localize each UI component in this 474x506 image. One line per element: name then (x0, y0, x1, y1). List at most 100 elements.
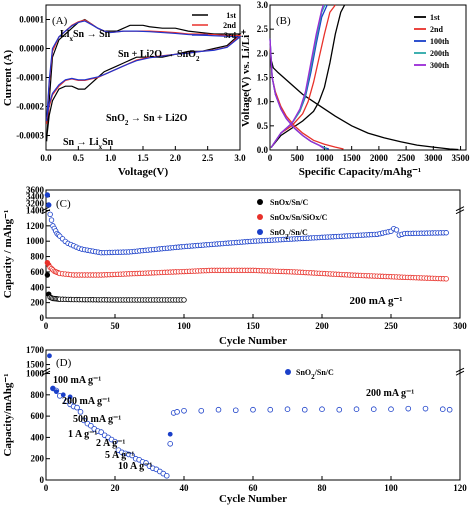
panel-c-ytick-label: 800 (31, 252, 45, 262)
panel-d-xlabel: Cycle Number (219, 493, 287, 505)
panel-d: (D) Capacity/mAhg⁻¹ Cycle Number 0 20 40 60… (2, 345, 467, 505)
panel-d-point-open (112, 438, 118, 445)
panel-d-annotation: 2 A g⁻¹ (96, 438, 125, 449)
panel-b-xtick-label: 3500 (452, 153, 471, 163)
panel-d-xtick-label: 20 (111, 483, 121, 493)
panel-a-annotation: Sn → LixSn (63, 137, 114, 151)
panel-c-xtick-label: 0 (44, 321, 49, 331)
panel-c-point (44, 272, 51, 278)
panel-c-xlabel: Cycle Number (219, 335, 287, 347)
panel-c-xtick-label: 250 (384, 321, 398, 331)
panel-d-annotation: 1 A g⁻¹ (68, 429, 97, 440)
panel-d-ytick-label: 1000 (26, 369, 45, 379)
panel-a-legend-entry: 3rd (224, 31, 237, 40)
panel-a-xtick-label: 3.0 (234, 153, 246, 163)
panel-b-charge-curve-1st (270, 4, 346, 148)
panel-d-label: (D) (56, 357, 72, 369)
panel-c-axis-break (41, 209, 51, 215)
panel-b-discharge-curve-200th (269, 38, 327, 150)
panel-a-ytick-label: -0.0003 (16, 131, 44, 141)
panel-b-xtick-label: 500 (290, 153, 304, 163)
panel-d-point-open (163, 472, 170, 479)
panel-d-legend: SnO2/Sn/C (285, 368, 334, 381)
panel-d-point-open (388, 406, 394, 412)
panel-c-ytick-label: 0 (40, 313, 45, 323)
panel-c-point (443, 276, 449, 282)
panel-d-point-solid (60, 392, 66, 398)
panel-b-ytick-label: 2.5 (257, 24, 269, 34)
panel-a-ticks: 0.0 0.5 1.0 1.5 2.0 2.5 3.0 -0.0003 -0.0002 -0.00… (16, 15, 246, 164)
panel-a-ytick-label: -0.0002 (16, 102, 44, 112)
panel-d-annotation: 10 A g⁻¹ (118, 461, 152, 472)
panel-b-xtick-label: 2500 (397, 153, 416, 163)
panel-c-legend-swatch (257, 229, 263, 235)
panel-c-series-SnO2/Sn/C (44, 192, 449, 256)
panel-a-annotation: SnO2 → Sn + Li2O (106, 113, 188, 127)
panel-d-point-solid (50, 386, 56, 391)
panel-d-annotation: 100 mA g⁻¹ (53, 375, 101, 386)
panel-c-ytick-label: 3600 (26, 185, 45, 195)
panel-d-xtick-label: 80 (318, 483, 328, 493)
panel-c-legend-swatch (257, 214, 263, 220)
panel-d-point-open (353, 406, 360, 412)
panel-b-xtick-label: 2000 (370, 153, 389, 163)
panel-d-ytick-label: 1700 (26, 345, 45, 355)
panel-d-point-open (174, 409, 180, 415)
panel-c-xtick-label: 100 (177, 321, 191, 331)
panel-a-series (46, 18, 242, 142)
panel-c-ytick-label: 400 (31, 282, 45, 292)
panel-c-xtick-label: 150 (246, 321, 260, 331)
panel-b-legend-entry: 200th (430, 49, 450, 58)
panel-b-xlabel: Specific Capacity/mAhg⁻¹ (299, 166, 421, 178)
panel-b-charge-curve-300th (270, 4, 324, 148)
panel-b-legend-entry: 2nd (430, 25, 443, 34)
panel-d-ytick-label: 200 (31, 454, 45, 464)
panel-b-ticks: 0 500 1000 1500 2000 2500 3000 3500 0.0 0.5 1.0 1.5… (257, 0, 470, 163)
panel-c-point (181, 297, 187, 303)
panel-d-point-open (215, 406, 222, 413)
panel-d-annotation: 500 mA g⁻¹ (73, 414, 121, 425)
panel-d-point-open (370, 406, 377, 412)
panel-b-ytick-label: 3.0 (257, 0, 269, 10)
panel-d-point-open (88, 422, 94, 429)
panel-c-legend-swatch (257, 199, 263, 205)
panel-d-ytick-label: 600 (31, 411, 45, 421)
panel-c-ytick-label: 3400 (26, 192, 45, 202)
panel-d-point-solid (67, 394, 73, 400)
panel-d-series (47, 353, 453, 479)
panel-a-series-3rd (46, 20, 242, 122)
panel-d-point-solid (53, 389, 59, 395)
panel-c-point (46, 202, 52, 208)
panel-a-xtick-label: 0.5 (73, 153, 85, 163)
panel-d-point-open (181, 407, 187, 414)
panel-c-point (393, 227, 400, 233)
panel-d-point-open (405, 405, 412, 412)
panel-d-point-open (143, 460, 149, 466)
panel-b-ytick-label: 2.0 (257, 48, 269, 58)
panel-d-legend-entry: SnO2/Sn/C (296, 368, 334, 381)
panel-c-axis-break (455, 209, 465, 215)
panel-d-legend-swatch (285, 369, 291, 375)
panel-a-xtick-label: 2.5 (202, 153, 214, 163)
panel-c-series (44, 192, 449, 303)
panel-d-ylabel: Capacity/mAhg⁻¹ (2, 373, 14, 456)
panel-b-legend-entry: 300th (430, 61, 450, 70)
panel-d-xtick-label: 120 (453, 483, 467, 493)
panel-b-legend: 1st 2nd 100th 200th 300th (414, 13, 450, 70)
panel-b-xtick-label: 3000 (424, 153, 443, 163)
panel-d-point-open (232, 407, 239, 414)
panel-d-point-open (439, 406, 446, 412)
panel-c-series-SnOx/Sn/SiOx/C (44, 260, 449, 282)
panel-b-xtick-label: 1500 (343, 153, 362, 163)
panel-a-ytick-label: 0.0000 (19, 44, 44, 54)
panel-d-point-open (81, 417, 87, 424)
panel-c-ylabel: Capacity / mAhg⁻¹ (2, 210, 14, 299)
panel-c: (C) Capacity / mAhg⁻¹ Cycle Number 200 m… (2, 185, 467, 347)
panel-d-axis-break (41, 367, 51, 373)
panel-d-xtick-label: 60 (249, 483, 259, 493)
panel-d-point-open (446, 406, 453, 413)
panel-b-discharge-curve-300th (269, 38, 325, 150)
